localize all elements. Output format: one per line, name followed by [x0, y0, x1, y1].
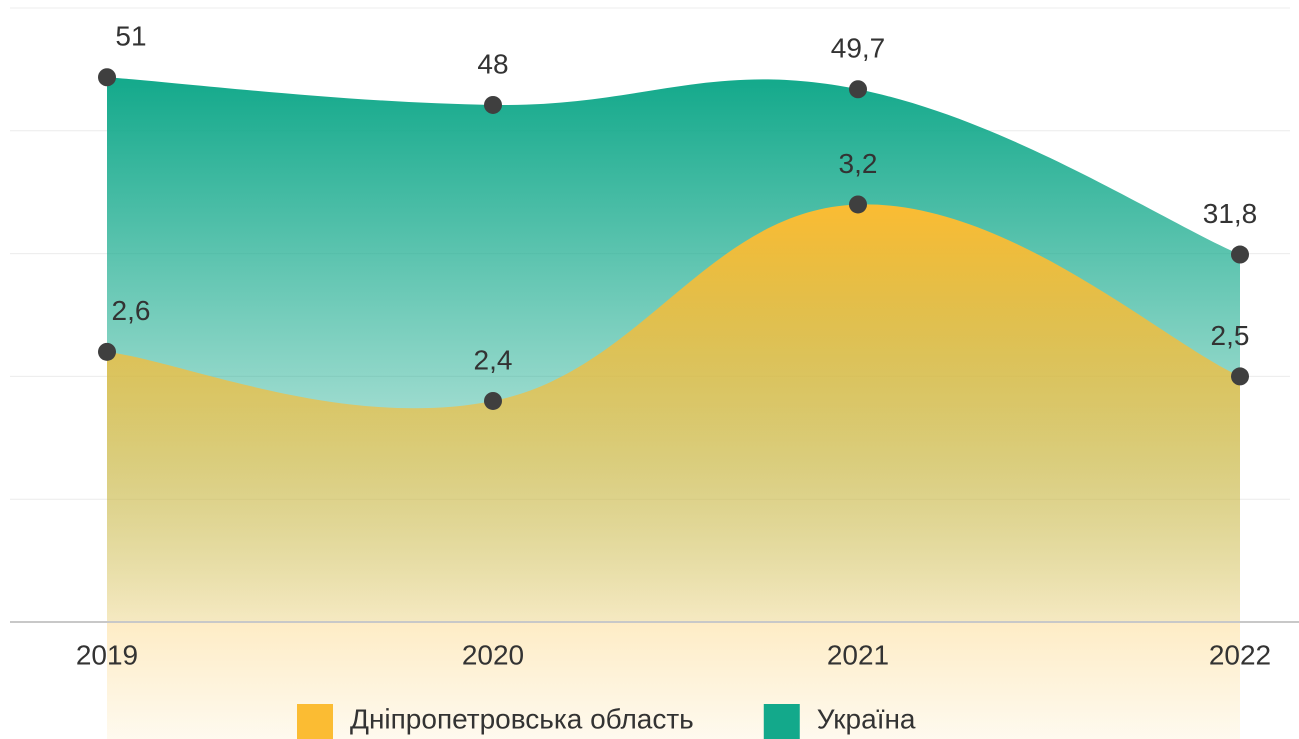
value-label: 48 [477, 48, 508, 79]
area [107, 204, 1240, 739]
x-tick-label: 2022 [1209, 639, 1271, 670]
value-label: 31,8 [1203, 198, 1258, 229]
point [849, 195, 867, 214]
x-tick-label: 2020 [462, 639, 524, 670]
point [484, 391, 502, 410]
value-label: 2,4 [474, 344, 513, 375]
legend-swatch [297, 704, 333, 739]
point [849, 80, 867, 99]
value-label: 49,7 [831, 33, 886, 64]
x-tick-label: 2019 [76, 639, 138, 670]
legend-swatch [763, 704, 800, 739]
point [484, 95, 502, 114]
point [1231, 367, 1249, 386]
x-tick-label: 2021 [827, 639, 889, 670]
value-label: 3,2 [839, 148, 878, 179]
legend-label: Дніпропетровська область [350, 703, 694, 734]
value-label: 51 [115, 21, 146, 52]
value-label: 2,6 [112, 295, 151, 326]
value-label: 2,5 [1211, 320, 1250, 351]
point [98, 342, 116, 361]
legend-label: Україна [817, 703, 916, 734]
point [98, 68, 116, 87]
point [1231, 245, 1249, 264]
